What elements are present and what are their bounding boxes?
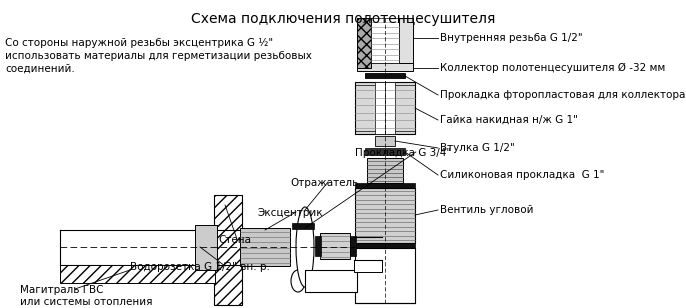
Bar [365,73,405,78]
Text: использовать материалы для герметизации резьбовых: использовать материалы для герметизации … [5,51,312,61]
Bar [305,270,357,292]
Bar [355,188,415,243]
Bar [292,223,314,229]
Text: Силиконовая прокладка  G 1": Силиконовая прокладка G 1" [440,170,604,180]
Text: Стена: Стена [218,235,251,245]
Bar [371,18,399,63]
Bar [357,63,413,71]
Bar [355,248,415,303]
Text: Схема подключения полотенцесушителя: Схема подключения полотенцесушителя [191,12,495,26]
Bar [355,243,415,248]
Text: Втулка G 1/2": Втулка G 1/2" [440,143,514,153]
Bar [195,225,217,270]
Bar [240,228,290,266]
Bar [320,233,350,259]
Bar [350,236,356,256]
Text: Прокладка G 3/4": Прокладка G 3/4" [355,148,451,158]
Text: Внутренняя резьба G 1/2": Внутренняя резьба G 1/2" [440,33,582,43]
Bar [367,158,403,183]
Bar [315,236,321,256]
Text: Водорозетка G 1/2" вн. р.: Водорозетка G 1/2" вн. р. [130,262,270,272]
Bar [375,82,395,134]
Text: Гайка накидная н/ж G 1": Гайка накидная н/ж G 1" [440,115,578,125]
Bar [399,18,413,68]
Bar [357,18,371,68]
Text: соединений.: соединений. [5,64,75,74]
Bar [355,82,415,134]
Text: Коллектор полотенцесушителя Ø -32 мм: Коллектор полотенцесушителя Ø -32 мм [440,63,665,73]
Text: Прокладка фторопластовая для коллектора: Прокладка фторопластовая для коллектора [440,90,685,100]
Text: Магитраль ГВС
или системы отопления: Магитраль ГВС или системы отопления [20,285,152,306]
Bar [365,148,405,155]
Bar [214,195,242,305]
Bar [354,260,382,272]
Text: Эксцентрик: Эксцентрик [258,208,324,218]
Text: Со стороны наружной резьбы эксцентрика G ½": Со стороны наружной резьбы эксцентрика G… [5,38,273,48]
Bar [60,265,215,283]
Ellipse shape [291,270,305,292]
Bar [375,136,395,146]
Ellipse shape [296,207,314,287]
Bar [357,18,371,68]
Text: Отражатель: Отражатель [290,178,358,188]
Bar [355,183,415,188]
Text: Вентиль угловой: Вентиль угловой [440,205,534,215]
